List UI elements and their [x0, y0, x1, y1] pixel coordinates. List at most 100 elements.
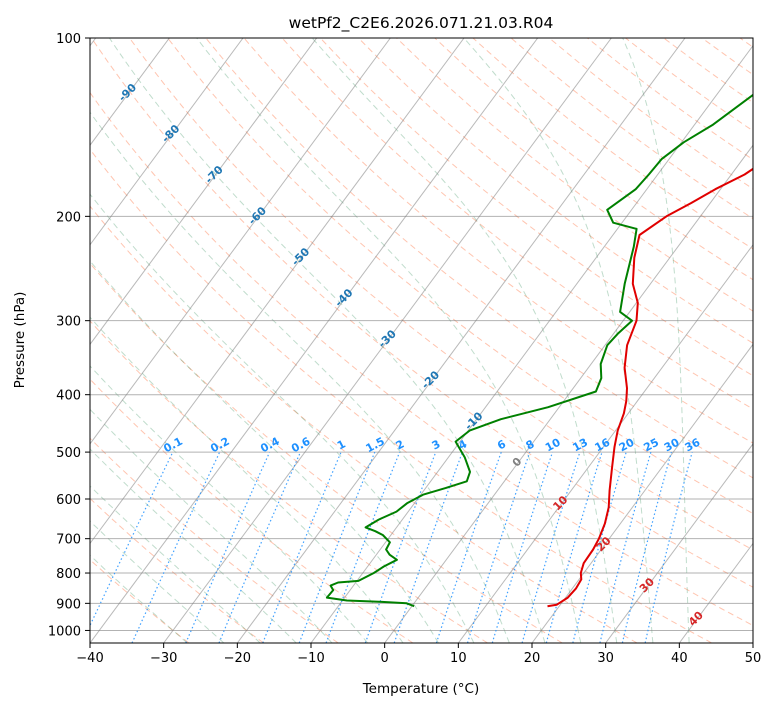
- mixing-ratio-line: [435, 451, 502, 643]
- dry-adiabat: [396, 38, 753, 312]
- mixing-ratio-line: [521, 451, 581, 643]
- dry-adiabat: [90, 148, 712, 643]
- isotherm-line: [236, 38, 686, 643]
- mixing-ratio-label: 13: [570, 436, 590, 455]
- isotherm-line: [90, 38, 465, 545]
- chart-title: wetPf2_C2E6.2026.071.21.03.R04: [289, 14, 554, 33]
- x-tick-label: −20: [224, 651, 251, 666]
- dry-adiabat: [90, 91, 753, 627]
- moist-adiabat: [90, 554, 188, 643]
- isotherm-label: -90: [116, 81, 139, 104]
- temperature-profile-line: [547, 167, 753, 608]
- moist-adiabat: [311, 38, 618, 643]
- isotherm-label: -100: [64, 45, 93, 74]
- isotherm-label: -80: [159, 122, 182, 145]
- dry-adiabat: [90, 378, 414, 643]
- dry-adiabat: [90, 320, 488, 643]
- isotherm-line: [678, 542, 753, 643]
- isotherm-label: -10: [462, 409, 485, 432]
- y-tick-label: 100: [56, 32, 81, 47]
- dry-adiabat: [358, 38, 753, 344]
- x-tick-label: 0: [381, 651, 389, 666]
- isotherm-line: [90, 38, 170, 147]
- mixing-ratio-line: [621, 451, 672, 643]
- x-tick-label: 20: [524, 651, 541, 666]
- isotherm-label: -20: [419, 368, 442, 391]
- y-axis-label: Pressure (hPa): [12, 292, 28, 389]
- mixing-ratio-line: [466, 451, 531, 643]
- dry-adiabat: [548, 38, 753, 190]
- line-labels: 0.1 0.2 0.4 0.6 1 1.5 2 3 4 6 8 10 13 16 20 25 30 36-100-…: [64, 45, 706, 629]
- isotherm-line: [90, 38, 244, 246]
- isotherm-line: [752, 642, 753, 643]
- x-axis-label: Temperature (°C): [362, 681, 480, 697]
- moist-adiabat: [108, 38, 546, 643]
- mixing-ratio-label: 36: [683, 436, 703, 455]
- isotherm-label: -40: [332, 286, 355, 309]
- isotherm-line: [384, 144, 753, 643]
- y-tick-label: 500: [56, 446, 81, 461]
- isotherm-line: [90, 38, 539, 643]
- dry-adiabat: [90, 205, 638, 643]
- x-tick-label: −10: [297, 651, 324, 666]
- moist-adiabat: [90, 520, 225, 643]
- dry-adiabat: [663, 38, 753, 104]
- moist-adiabat: [196, 38, 582, 643]
- x-tick-label: 10: [450, 651, 467, 666]
- mixing-ratio-label: 20: [617, 436, 637, 455]
- dry-adiabat: [90, 38, 753, 588]
- y-tick-label: 1000: [48, 624, 81, 639]
- x-tick-label: 30: [597, 651, 614, 666]
- x-tick-label: 50: [745, 651, 762, 666]
- isotherm-line: [163, 38, 612, 643]
- mixing-ratio-line: [131, 451, 221, 643]
- mixing-ratio-line: [325, 451, 401, 643]
- mixing-ratio-line: [644, 451, 693, 643]
- mixing-ratio-line: [491, 451, 554, 643]
- plot-frame: [89, 37, 754, 644]
- isotherm-line: [605, 443, 753, 643]
- dewpoint-profile-line: [325, 93, 753, 608]
- moist-adiabat: [90, 193, 475, 643]
- mixing-ratio-line: [599, 451, 652, 643]
- y-tick-label: 600: [56, 493, 81, 508]
- moist-adiabat: [90, 408, 333, 643]
- mixing-ratio-label: 25: [641, 436, 661, 455]
- isotherm-label: -60: [246, 204, 269, 227]
- y-tick-label: 400: [56, 389, 81, 404]
- chart-grid: [90, 38, 753, 643]
- moist-adiabat: [90, 485, 261, 643]
- dry-adiabat: [701, 38, 753, 76]
- isotherm-line: [531, 343, 753, 643]
- dry-adiabat: [510, 38, 753, 220]
- dry-adiabat: [319, 38, 753, 377]
- mixing-ratio-line: [298, 451, 376, 643]
- mixing-ratio-line: [393, 451, 463, 643]
- y-tick-label: 300: [56, 315, 81, 330]
- mixing-ratio-line: [218, 451, 302, 643]
- moist-adiabat: [90, 260, 439, 643]
- mixing-ratio-label: 10: [543, 436, 563, 455]
- profile-lines: [325, 93, 753, 608]
- mixing-ratio-line: [572, 451, 627, 643]
- isotherm-line: [457, 243, 753, 643]
- moist-adiabat: [90, 448, 297, 643]
- y-tick-label: 800: [56, 567, 81, 582]
- mixing-ratio-line: [364, 451, 437, 643]
- mixing-ratio-label: 4: [456, 437, 469, 452]
- x-tick-label: 40: [671, 651, 688, 666]
- mixing-ratio-line: [185, 451, 271, 643]
- dry-adiabat: [281, 38, 753, 410]
- isotherm-line: [90, 38, 391, 445]
- x-tick-label: −30: [150, 651, 177, 666]
- isotherm-line: [90, 38, 318, 346]
- mixing-ratio-label: 30: [662, 436, 682, 455]
- mixing-ratio-label: 16: [593, 436, 613, 455]
- y-tick-label: 700: [56, 533, 81, 548]
- y-tick-label: 900: [56, 597, 81, 612]
- mixing-ratio-line: [545, 451, 603, 643]
- y-tick-label: 200: [56, 210, 81, 225]
- axis-ticks: −40 −30 −20 −10 0 10 20 30 40 50 100 200 300 400 500 60…: [48, 32, 761, 666]
- mixing-ratio-line: [262, 451, 342, 643]
